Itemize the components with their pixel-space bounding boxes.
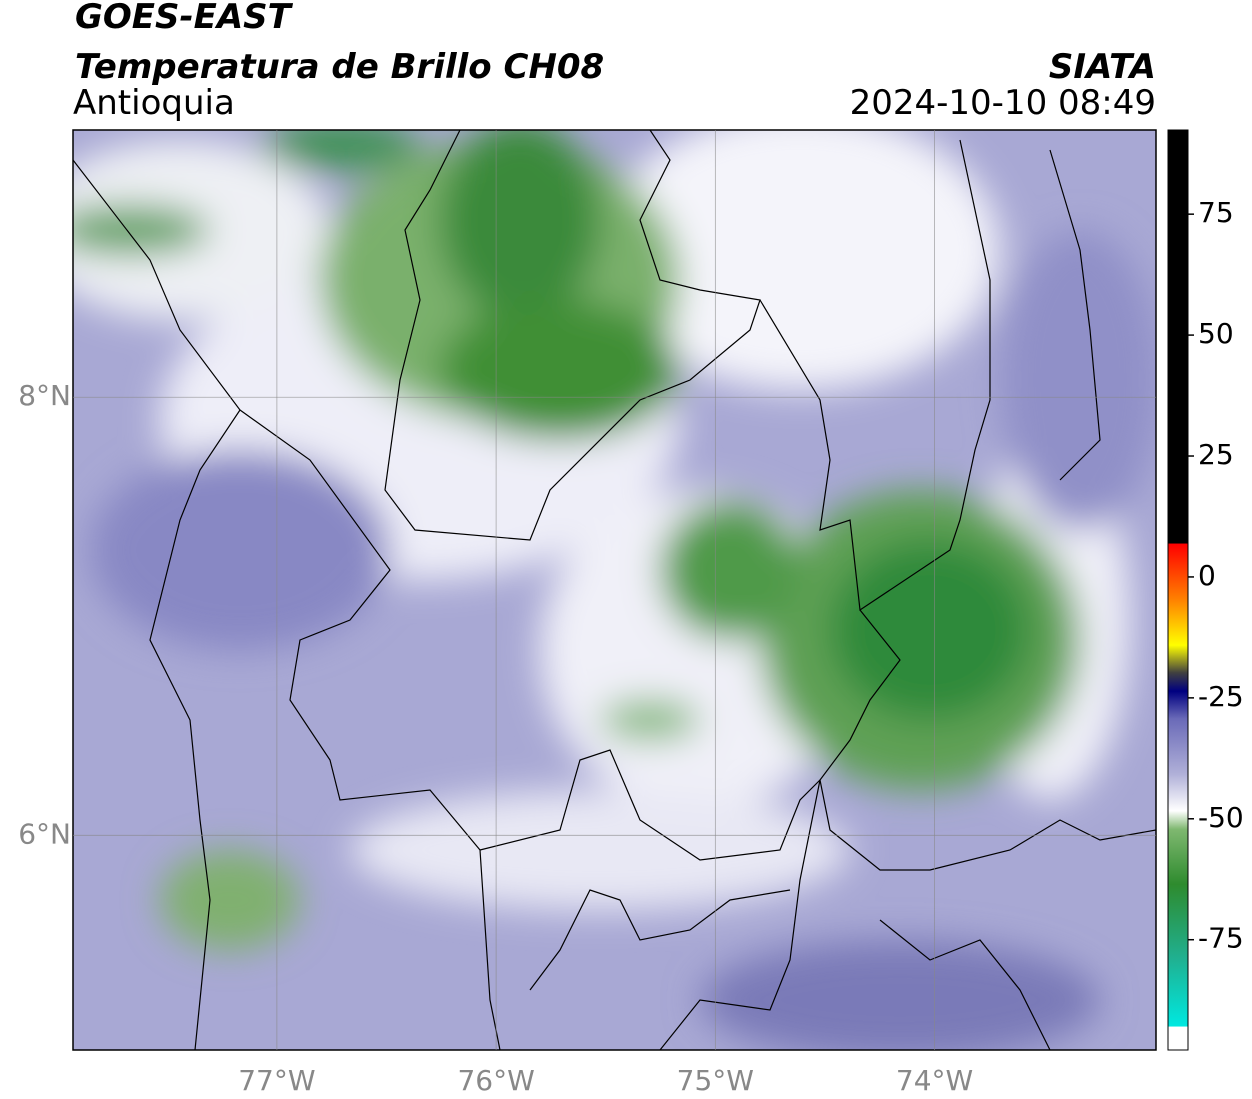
map-frame xyxy=(72,129,1157,1051)
x-tick-label: 76°W xyxy=(457,1064,534,1097)
colorbar xyxy=(1167,129,1189,1051)
colorbar-tick-label: 25 xyxy=(1198,438,1234,471)
x-tick-label: 74°W xyxy=(896,1064,973,1097)
colorbar-tick-label: -75 xyxy=(1198,922,1244,955)
region: Antioquia xyxy=(73,83,235,123)
colorbar-tick-label: 75 xyxy=(1198,196,1234,229)
imagery xyxy=(73,130,1156,1050)
org: SIATA xyxy=(1049,47,1156,87)
title: Temperatura de Brillo CH08 xyxy=(75,47,604,87)
x-tick-label: 75°W xyxy=(677,1064,754,1097)
colorbar-tick-label: 0 xyxy=(1198,559,1216,592)
colorbar-tick-label: -50 xyxy=(1198,801,1244,834)
y-tick-label: 6°N xyxy=(18,817,71,850)
x-tick-label: 77°W xyxy=(238,1064,315,1097)
y-tick-label: 8°N xyxy=(18,379,71,412)
colorbar-tick-label: -25 xyxy=(1198,680,1244,713)
title-line1: GOES-EAST xyxy=(75,0,294,37)
colorbar-tick-label: 50 xyxy=(1198,317,1234,350)
datetime: 2024-10-10 08:49 xyxy=(850,83,1156,123)
